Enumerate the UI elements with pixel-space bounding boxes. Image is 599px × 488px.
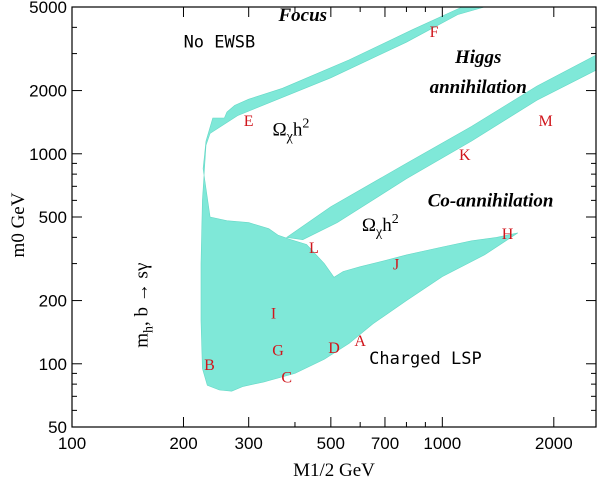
benchmark-point-G: G xyxy=(272,343,284,360)
y-tick-label: 1000 xyxy=(29,145,67,164)
benchmark-points: A B C D E F G H I J K L M xyxy=(204,24,553,387)
relic-density-label: Ωχh2 xyxy=(362,212,399,240)
benchmark-point-F: F xyxy=(430,24,439,41)
benchmark-point-C: C xyxy=(281,370,292,387)
y-tick-label: 5000 xyxy=(29,0,67,17)
region-label: Higgs xyxy=(454,47,501,68)
x-tick-label: 1000 xyxy=(423,434,461,453)
y-tick-labels: 50 100 200 500 1000 2000 5000 xyxy=(29,0,67,437)
benchmark-point-I: I xyxy=(271,306,276,323)
benchmark-point-L: L xyxy=(309,240,319,257)
benchmark-point-H: H xyxy=(502,226,514,243)
benchmark-point-D: D xyxy=(328,340,340,357)
benchmark-point-A: A xyxy=(354,333,366,350)
x-tick-label: 200 xyxy=(169,434,197,453)
region-label: annihilation xyxy=(430,77,527,98)
benchmark-point-E: E xyxy=(244,113,254,130)
y-tick-label: 100 xyxy=(39,355,67,374)
constraint-label: mh, b → sγ xyxy=(132,263,157,348)
x-tick-label: 100 xyxy=(58,434,86,453)
y-tick-label: 200 xyxy=(39,292,67,311)
x-tick-label: 500 xyxy=(317,434,345,453)
benchmark-point-K: K xyxy=(459,147,471,164)
y-tick-label: 2000 xyxy=(29,82,67,101)
axis-ticks xyxy=(71,6,596,428)
region-note: Charged LSP xyxy=(369,349,482,369)
region-label: Co-annihilation xyxy=(428,191,554,212)
region-annotations: Focus Higgs annihilation Co-annihilation No … xyxy=(132,5,554,369)
x-tick-label: 700 xyxy=(371,434,399,453)
y-tick-label: 50 xyxy=(48,418,67,437)
region-note: No EWSB xyxy=(184,33,256,53)
benchmark-point-J: J xyxy=(393,257,399,274)
x-axis-label: M1/2 GeV xyxy=(293,460,375,481)
relic-density-label: Ωχh2 xyxy=(272,117,309,145)
x-tick-labels: 100 200 300 500 700 1000 2000 xyxy=(58,434,573,453)
benchmark-point-M: M xyxy=(538,113,552,130)
y-axis-label: m0 GeV xyxy=(8,192,29,257)
x-tick-label: 2000 xyxy=(535,434,573,453)
benchmark-point-B: B xyxy=(204,357,215,374)
x-tick-label: 300 xyxy=(235,434,263,453)
y-tick-label: 500 xyxy=(39,208,67,227)
region-label: Focus xyxy=(278,5,328,26)
